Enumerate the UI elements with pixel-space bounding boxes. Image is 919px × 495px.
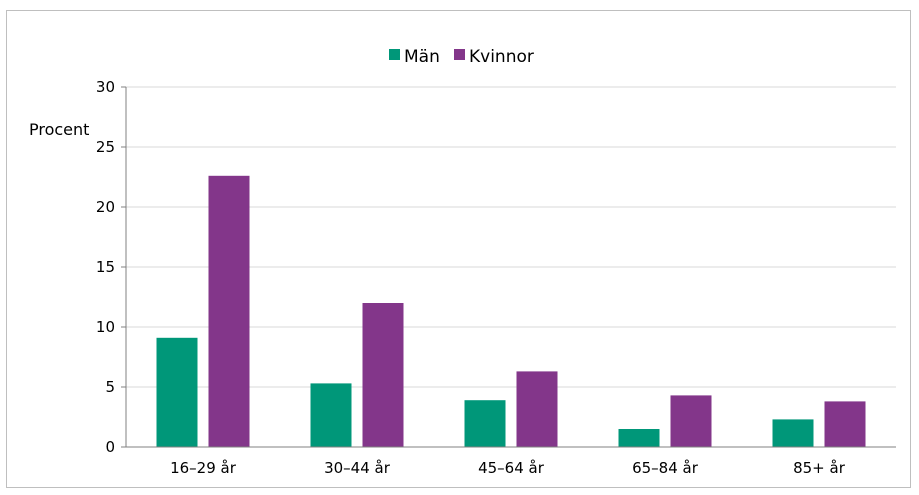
bar-kvinnor-2 [516,371,558,447]
bar-kvinnor-1 [362,303,404,447]
legend-swatch-man [389,49,400,60]
y-tick-label-30: 30 [96,78,115,96]
axes: 0 5 10 15 20 25 30 16–29 år 30–44 år 45–64 år 65–8… [96,78,896,477]
x-tick-label-4: 85+ år [793,459,846,477]
bar-kvinnor-4 [824,401,866,447]
y-axis-title: Procent [29,120,89,139]
grid-lines [126,86,896,388]
x-tick-label-3: 65–84 år [632,459,699,477]
x-tick-label-2: 45–64 år [478,459,545,477]
y-tick-label-15: 15 [96,258,115,276]
bars [156,175,866,448]
bar-man-2 [464,400,506,447]
legend-label-man: Män [404,47,440,67]
legend-label-kvinnor: Kvinnor [469,47,534,67]
y-tick-label-5: 5 [105,378,115,396]
legend-swatch-kvinnor [454,49,465,60]
bar-kvinnor-3 [670,395,712,447]
legend: Män Kvinnor [389,47,534,67]
x-tick-label-1: 30–44 år [324,459,391,477]
bar-man-1 [310,383,352,447]
y-tick-label-20: 20 [96,198,115,216]
y-tick-label-10: 10 [96,318,115,336]
bar-kvinnor-0 [208,175,250,448]
x-tick-label-0: 16–29 år [170,459,237,477]
bar-man-3 [618,429,660,447]
y-tick-label-0: 0 [105,438,115,456]
bar-man-0 [156,337,198,447]
y-tick-label-25: 25 [96,138,115,156]
bar-man-4 [772,419,814,447]
